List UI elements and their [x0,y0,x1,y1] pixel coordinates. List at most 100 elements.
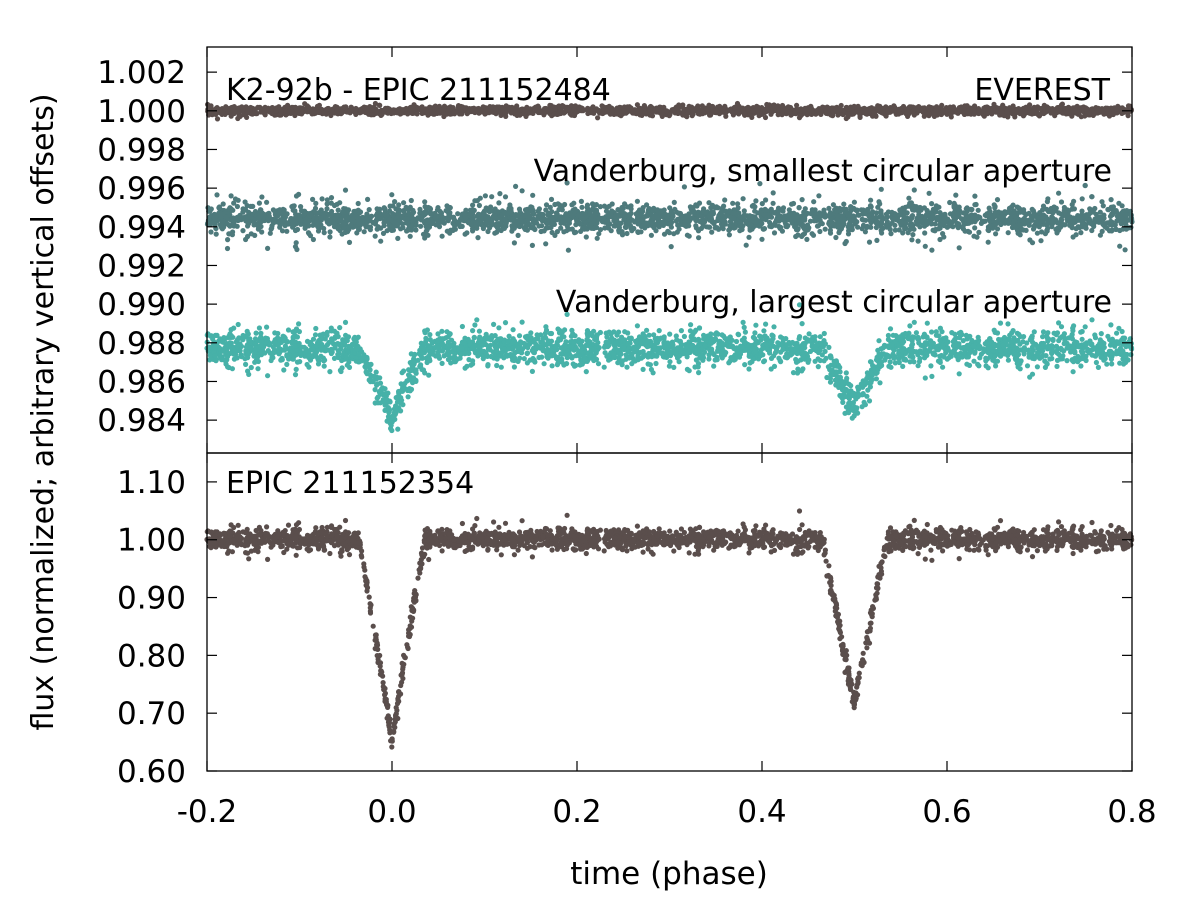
data-point [470,215,476,221]
data-point [670,213,676,219]
data-point [986,205,992,211]
data-point [375,224,381,230]
data-point [929,201,935,207]
data-point [1085,217,1091,223]
data-point [367,227,373,233]
data-point [318,207,324,213]
data-point [609,208,615,214]
data-point [813,215,819,221]
data-point [749,203,756,209]
data-point [941,216,948,222]
data-point [740,196,746,202]
data-point [583,234,589,240]
data-point [252,208,259,215]
data-point [885,209,892,215]
data-point [998,221,1004,228]
data-point [349,212,355,219]
data-point [346,226,352,233]
data-point [403,204,409,210]
data-point [557,108,563,114]
data-point [956,245,962,251]
data-point [759,201,765,207]
data-point [1107,213,1114,219]
data-point [381,205,387,211]
data-point [770,200,776,206]
data-point [1044,228,1050,234]
data-point [304,108,310,114]
data-point [718,209,724,215]
data-point [1040,218,1046,224]
data-point [1053,226,1059,232]
data-point [432,210,438,216]
data-point [648,232,655,238]
data-point [736,223,743,229]
data-point [1080,224,1086,230]
data-point [273,108,279,114]
data-point [503,110,509,116]
data-point [868,197,874,203]
data-point [606,225,612,231]
data-point [898,105,904,112]
data-point [1045,196,1051,202]
data-point [908,200,915,206]
data-point [727,107,733,113]
data-point [410,223,416,229]
data-point [270,220,277,226]
data-point [488,204,494,210]
data-point [737,228,743,234]
data-point [368,112,374,118]
data-point [821,207,827,213]
data-point [696,200,703,206]
data-point [854,208,860,214]
data-point [1072,108,1079,114]
data-point [569,213,575,219]
data-point [906,195,912,201]
data-point [626,219,633,225]
data-point [892,227,898,233]
data-point [1089,194,1095,200]
data-point [706,224,712,230]
data-point [843,238,849,245]
data-point [753,198,759,204]
data-point [804,236,810,242]
data-point [885,108,891,114]
data-point [910,232,916,238]
data-point [492,230,498,236]
data-point [603,208,610,214]
data-point [636,207,643,213]
data-point [976,229,982,235]
data-point [492,210,499,216]
data-point [808,210,814,217]
data-point [818,219,824,225]
data-point [237,113,243,119]
data-point [750,108,756,114]
data-point [871,110,877,116]
data-point [897,207,903,213]
data-point [580,107,586,113]
data-point [762,114,769,121]
data-point [850,109,856,116]
data-point [966,229,973,235]
data-point [793,233,799,240]
data-point [543,241,549,247]
data-point [517,218,523,224]
data-point [903,220,909,226]
data-point [619,204,625,211]
data-point [681,108,687,114]
data-point [1044,217,1051,223]
data-point [291,203,297,209]
data-point [1119,218,1125,224]
data-point [474,225,480,231]
data-point [1050,218,1056,224]
data-point [1103,221,1109,227]
data-point [972,193,978,199]
data-point [759,236,765,242]
data-point [718,105,724,111]
data-point [410,207,416,213]
data-point [596,215,602,221]
data-point [845,212,851,218]
data-point [922,243,928,249]
data-point [220,218,226,224]
data-point [229,232,235,238]
data-point [212,215,218,221]
